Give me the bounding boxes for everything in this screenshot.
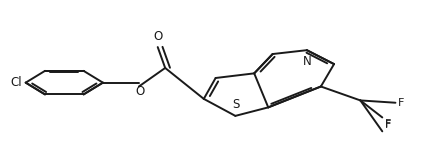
Text: N: N — [302, 55, 311, 68]
Text: O: O — [136, 85, 145, 98]
Text: F: F — [385, 119, 391, 129]
Text: F: F — [385, 120, 391, 130]
Text: S: S — [233, 98, 240, 111]
Text: F: F — [398, 98, 404, 108]
Text: O: O — [153, 30, 162, 43]
Text: Cl: Cl — [11, 76, 22, 89]
